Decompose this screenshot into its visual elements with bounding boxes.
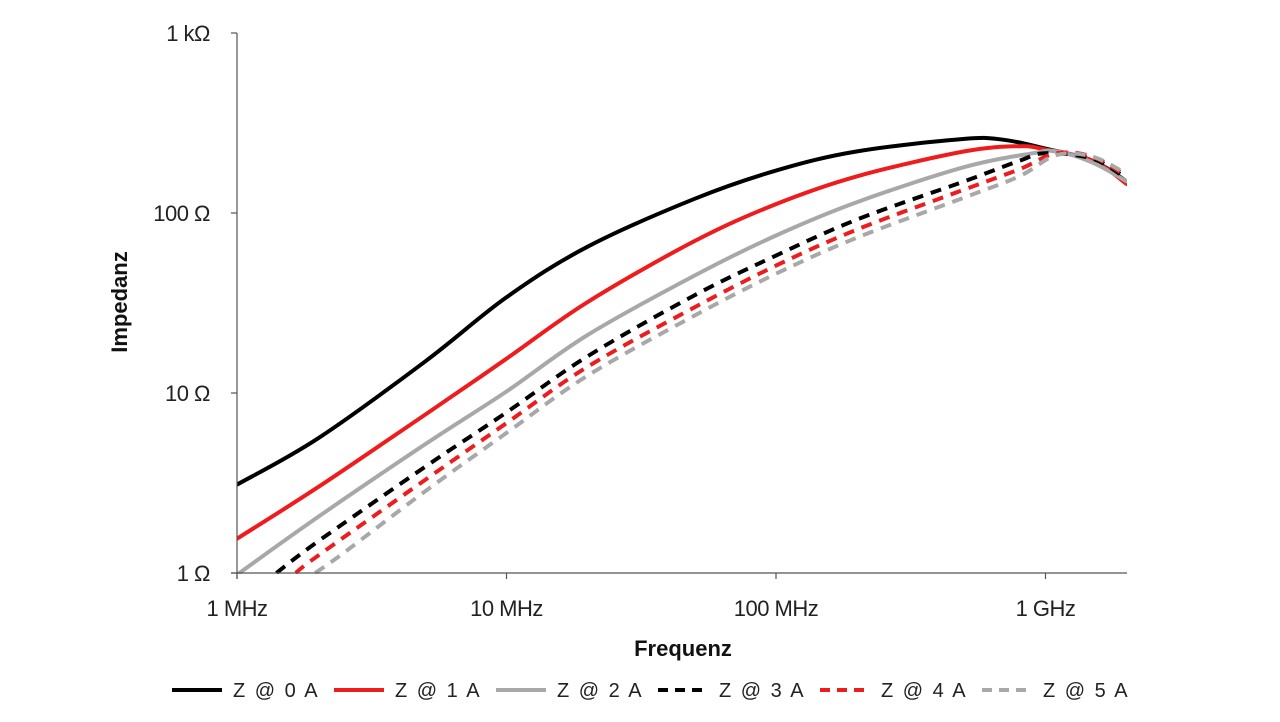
y-tick-label: 10 Ω	[165, 381, 210, 406]
legend: Z @ 0 A Z @ 1 A Z @ 2 A Z @ 3 A Z @ 4 A Z @ 5…	[172, 680, 1130, 702]
legend-label: Z @ 2 A	[557, 680, 644, 702]
series-line	[237, 148, 1127, 574]
y-tick-label: 100 Ω	[153, 201, 210, 226]
x-tick-label: 10 MHz	[470, 596, 543, 621]
series-line	[237, 144, 1127, 541]
legend-label: Z @ 4 A	[881, 680, 968, 702]
series-line	[275, 151, 1127, 574]
series-line	[294, 150, 1127, 574]
x-tick-label: 100 MHz	[734, 596, 819, 621]
series-curves	[237, 135, 1127, 574]
x-tick-label: 1 MHz	[206, 596, 267, 621]
legend-label: Z @ 1 A	[395, 680, 482, 702]
y-tick-label: 1 Ω	[177, 561, 210, 586]
x-tick-label: 1 GHz	[1016, 596, 1076, 621]
y-ticks: 1 Ω 10 Ω 100 Ω 1 kΩ	[153, 21, 237, 586]
series-line	[237, 135, 1127, 487]
legend-label: Z @ 5 A	[1043, 680, 1130, 702]
legend-label: Z @ 0 A	[233, 680, 320, 702]
y-tick-label: 1 kΩ	[166, 21, 210, 46]
legend-label: Z @ 3 A	[719, 680, 806, 702]
series-line	[314, 151, 1127, 574]
y-axis-title: Impedanz	[107, 251, 132, 352]
x-axis-title: Frequenz	[634, 636, 732, 661]
x-ticks: 1 MHz 10 MHz 100 MHz 1 GHz	[206, 573, 1076, 621]
